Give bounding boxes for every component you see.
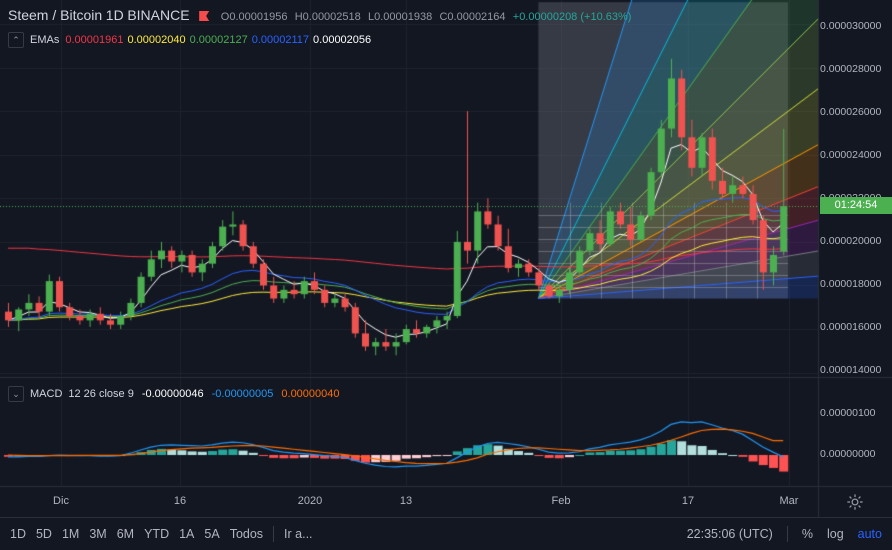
- ema1-value: 0.00001961: [65, 34, 124, 46]
- ema5-value: 0.00002056: [313, 34, 372, 46]
- macd-tick: 0.00000000: [820, 448, 876, 460]
- macd-tick: 0.00000100: [820, 407, 876, 419]
- price-tick: 0.000026000: [820, 106, 882, 118]
- price-tick: 0.000030000: [820, 20, 882, 32]
- time-tick: 16: [173, 495, 187, 507]
- range-5a[interactable]: 5A: [204, 527, 220, 541]
- bottom-toolbar: 1D 5D 1M 3M 6M YTD 1A 5A Todos Ir a... 2…: [0, 517, 892, 550]
- price-tick: 0.000018000: [820, 278, 882, 290]
- range-all[interactable]: Todos: [229, 527, 264, 541]
- price-tick: 0.000014000: [820, 364, 882, 376]
- price-tick: 0.000024000: [820, 149, 882, 161]
- close-value: C0.00002164: [439, 11, 506, 23]
- exchange-label: BINANCE: [127, 7, 190, 23]
- time-tick: 17: [681, 495, 695, 507]
- range-5d[interactable]: 5D: [35, 527, 52, 541]
- chevron-down-icon[interactable]: ⌄: [8, 386, 24, 402]
- macd-signal-value: 0.00000040: [281, 388, 340, 400]
- divider: [273, 526, 275, 542]
- range-3m[interactable]: 3M: [89, 527, 107, 541]
- price-tick: 0.000020000: [820, 235, 882, 247]
- high-value: H0.00002518: [294, 11, 361, 23]
- clock[interactable]: 22:35:06 (UTC): [686, 527, 773, 541]
- macd-name[interactable]: MACD: [30, 388, 63, 400]
- macd-hist-value: -0.00000046: [141, 388, 204, 400]
- price-tick: 0.000028000: [820, 63, 882, 75]
- goto-date-button[interactable]: Ir a...: [284, 527, 313, 541]
- countdown-badge: 01:24:54: [820, 197, 892, 214]
- symbol-name[interactable]: Steem / Bitcoin: [8, 7, 103, 23]
- time-tick: Dic: [53, 495, 69, 507]
- macd-line-value: -0.00000005: [211, 388, 274, 400]
- ema-name[interactable]: EMAs: [30, 34, 60, 46]
- range-1d[interactable]: 1D: [10, 527, 26, 541]
- log-toggle[interactable]: log: [826, 527, 844, 541]
- open-value: O0.00001956: [220, 11, 288, 23]
- symbol-header: Steem / Bitcoin 1D BINANCE O0.00001956 H…: [8, 7, 631, 23]
- flag-icon[interactable]: [199, 11, 210, 21]
- range-6m[interactable]: 6M: [116, 527, 135, 541]
- price-chart-canvas[interactable]: [0, 0, 892, 517]
- time-tick: 13: [399, 495, 413, 507]
- time-tick: Mar: [779, 495, 799, 507]
- chevron-up-icon[interactable]: ⌃: [8, 32, 24, 48]
- change-value: +0.00000208 (+10.63%): [512, 11, 632, 23]
- gear-icon[interactable]: [846, 493, 864, 511]
- percent-toggle[interactable]: %: [801, 527, 813, 541]
- price-tick: 0.000016000: [820, 321, 882, 333]
- range-1m[interactable]: 1M: [61, 527, 80, 541]
- divider: [786, 526, 788, 542]
- low-value: L0.00001938: [368, 11, 433, 23]
- ema2-value: 0.00002040: [127, 34, 186, 46]
- interval-label[interactable]: 1D: [105, 7, 124, 23]
- time-tick: 2020: [297, 495, 323, 507]
- macd-params: 12 26 close 9: [68, 388, 134, 400]
- time-tick: Feb: [551, 495, 571, 507]
- range-ytd[interactable]: YTD: [144, 527, 170, 541]
- ema4-value: 0.00002117: [251, 34, 310, 46]
- ema-legend: ⌃ EMAs 0.00001961 0.00002040 0.00002127 …: [8, 32, 375, 48]
- auto-toggle[interactable]: auto: [857, 527, 882, 541]
- ema3-value: 0.00002127: [189, 34, 248, 46]
- macd-legend: ⌄ MACD 12 26 close 9 -0.00000046 -0.0000…: [8, 386, 344, 402]
- range-1a[interactable]: 1A: [179, 527, 195, 541]
